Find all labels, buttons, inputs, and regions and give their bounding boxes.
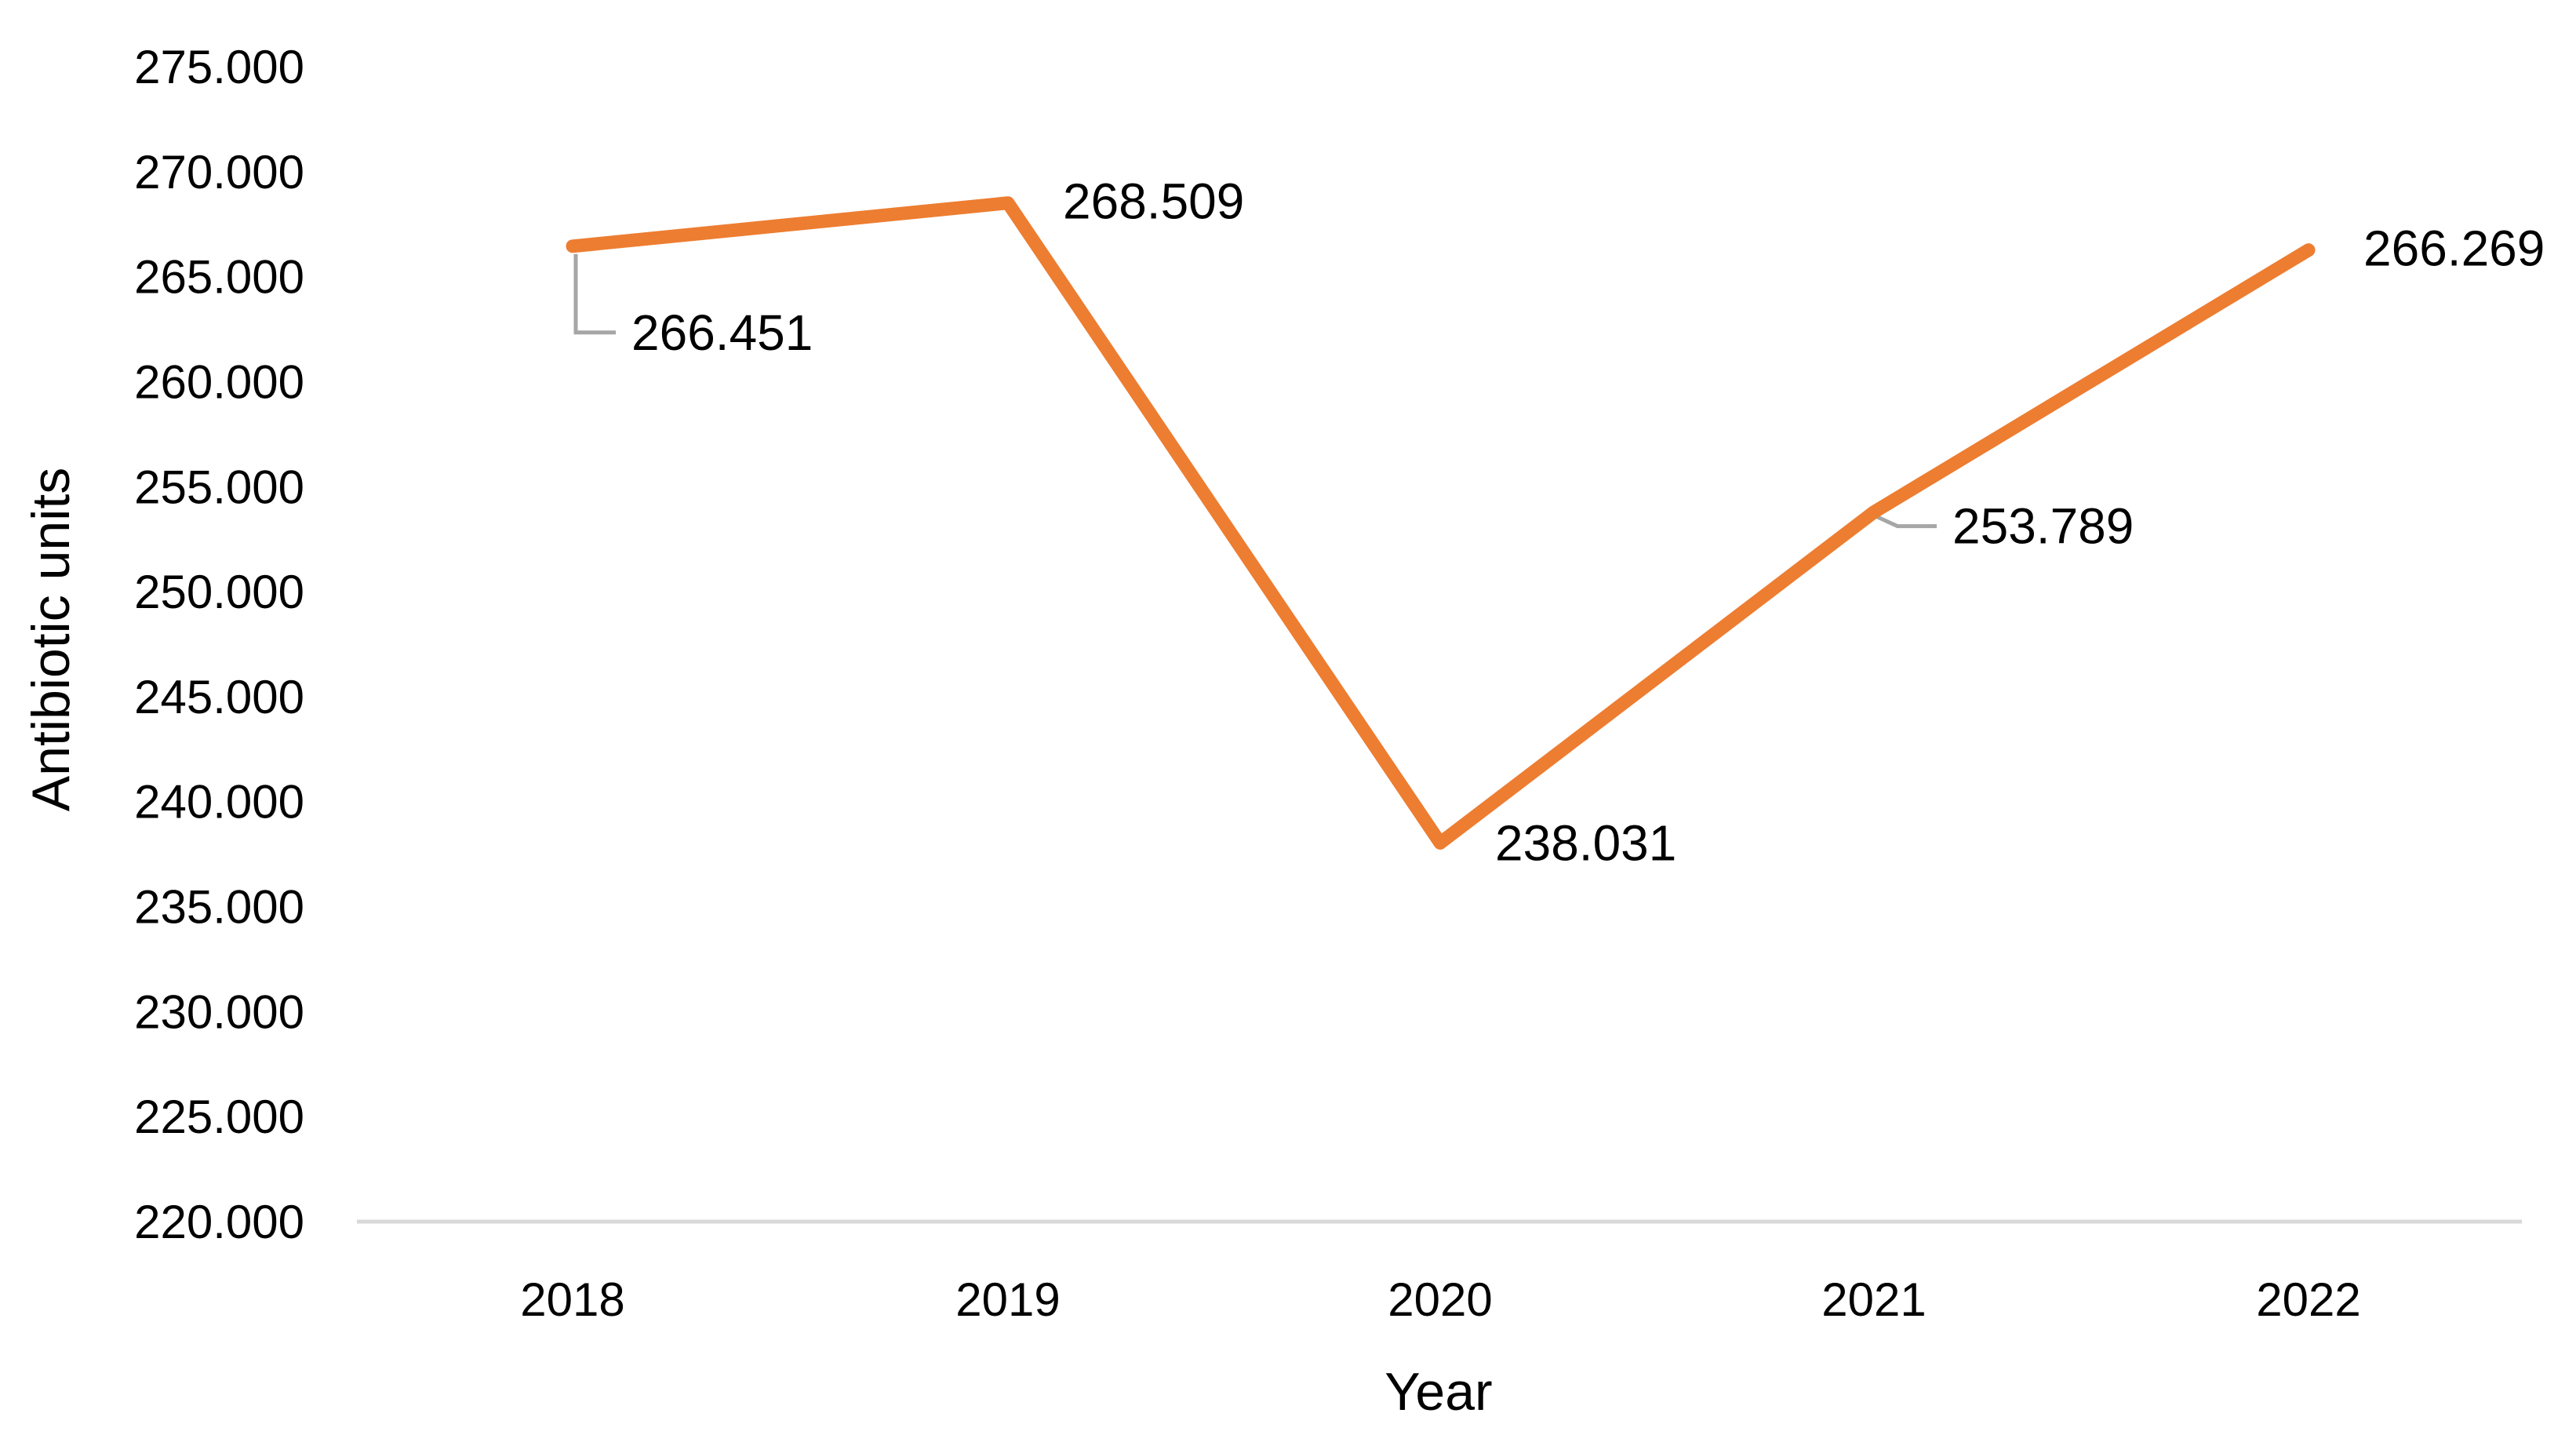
data-label: 238.031 bbox=[1495, 814, 1676, 871]
y-tick-label: 265.000 bbox=[134, 251, 304, 304]
series-points bbox=[566, 196, 2315, 850]
data-point bbox=[1434, 836, 1446, 850]
y-tick-label: 230.000 bbox=[134, 985, 304, 1038]
data-label: 266.269 bbox=[2363, 220, 2545, 277]
data-label: 266.451 bbox=[631, 304, 813, 361]
y-tick-label: 275.000 bbox=[134, 41, 304, 93]
data-label-leader-lines bbox=[573, 253, 1937, 529]
data-point bbox=[2302, 243, 2315, 257]
data-label: 268.509 bbox=[1063, 173, 1244, 230]
leader-line bbox=[1876, 515, 1937, 529]
y-tick-label: 260.000 bbox=[134, 355, 304, 408]
x-axis-tick-labels: 2018 2019 2020 2021 2022 bbox=[520, 1273, 2360, 1326]
y-tick-label: 245.000 bbox=[134, 671, 304, 723]
data-point bbox=[1002, 196, 1014, 209]
y-tick-label: 240.000 bbox=[134, 776, 304, 829]
y-tick-label: 255.000 bbox=[134, 461, 304, 513]
data-label: 253.789 bbox=[1952, 498, 2134, 555]
y-tick-label: 235.000 bbox=[134, 881, 304, 934]
leader-line bbox=[573, 253, 616, 335]
y-axis-tick-labels: 220.000 225.000 230.000 235.000 240.000 245.0… bbox=[134, 41, 304, 1248]
x-axis-title: Year bbox=[1384, 1362, 1492, 1422]
x-tick-label: 2018 bbox=[520, 1273, 624, 1326]
data-point bbox=[566, 239, 579, 253]
y-tick-label: 220.000 bbox=[134, 1196, 304, 1248]
y-axis-title: Antibiotic units bbox=[21, 468, 81, 811]
y-tick-label: 250.000 bbox=[134, 566, 304, 618]
x-tick-label: 2019 bbox=[955, 1273, 1060, 1326]
data-point bbox=[1868, 505, 1880, 519]
x-tick-label: 2020 bbox=[1388, 1273, 1492, 1326]
y-tick-label: 225.000 bbox=[134, 1091, 304, 1143]
x-tick-label: 2022 bbox=[2256, 1273, 2360, 1326]
y-tick-label: 270.000 bbox=[134, 146, 304, 198]
data-labels: 266.451 268.509 238.031 253.789 266.269 bbox=[631, 173, 2545, 872]
x-tick-label: 2021 bbox=[1821, 1273, 1926, 1326]
